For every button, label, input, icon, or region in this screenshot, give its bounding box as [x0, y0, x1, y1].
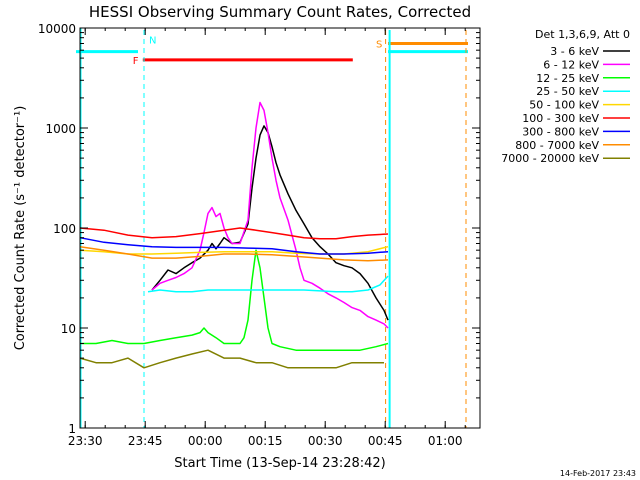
legend-label: 100 - 300 keV: [522, 112, 599, 125]
series-line-3: [80, 249, 389, 351]
x-tick-label: 00:15: [248, 434, 283, 448]
x-tick-label: 00:00: [188, 434, 223, 448]
y-tick-label: 10: [61, 322, 76, 336]
series-line-7: [79, 236, 389, 255]
x-tick-label: 23:45: [128, 434, 163, 448]
legend-label: 3 - 6 keV: [550, 45, 599, 58]
legend-label: 7000 - 20000 keV: [501, 152, 599, 165]
legend-label: 25 - 50 keV: [536, 85, 599, 98]
series-line-2: [151, 101, 389, 329]
x-tick-label: 01:00: [428, 434, 463, 448]
x-axis-label: Start Time (13-Sep-14 23:28:42): [174, 456, 385, 471]
series-line-9: [79, 349, 384, 369]
x-tick-label: 23:30: [68, 434, 103, 448]
y-tick-label: 1: [68, 422, 76, 436]
marker-label: N: [149, 36, 156, 47]
legend-title: Det 1,3,6,9, Att 0: [535, 28, 630, 41]
legend-label: 6 - 12 keV: [543, 58, 599, 71]
legend-label: 50 - 100 keV: [529, 99, 599, 112]
x-tick-label: 00:45: [368, 434, 403, 448]
series-line-1: [151, 125, 389, 321]
y-tick-label: 10000: [38, 22, 76, 36]
legend-label: 300 - 800 keV: [522, 125, 599, 138]
series-line-4: [147, 275, 389, 293]
x-tick-label: 00:30: [308, 434, 343, 448]
axis-ticks: 23:30 23:45 00:00 00:15 00:30 00:45 01:00 1 10 10…: [38, 22, 480, 448]
legend-label: 800 - 7000 keV: [515, 139, 599, 152]
y-tick-label: 1000: [45, 122, 76, 136]
flag-label: F: [133, 56, 139, 67]
legend-label: 12 - 25 keV: [536, 72, 599, 85]
series-line-6: [79, 227, 389, 240]
series-line-8: [79, 245, 389, 262]
chart-title: HESSI Observing Summary Count Rates, Cor…: [89, 3, 471, 21]
y-tick-label: 100: [53, 222, 76, 236]
flag-label: S: [376, 39, 382, 50]
footer-date: 14-Feb-2017 23:43: [560, 469, 636, 478]
plot-marks: F S N: [76, 28, 468, 428]
y-axis-label: Corrected Count Rate (s⁻¹ detector⁻¹): [13, 106, 28, 351]
